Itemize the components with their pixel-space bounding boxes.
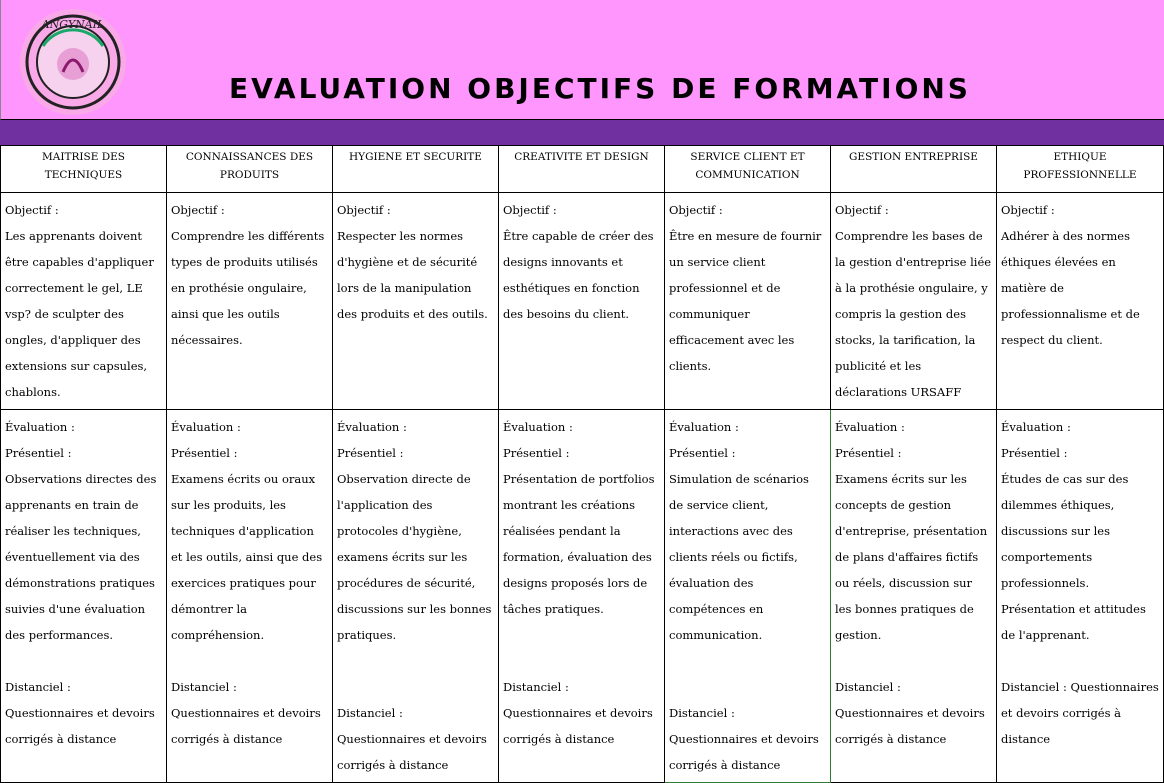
evaluation-label: Évaluation : (171, 420, 241, 434)
presentiel-label: Présentiel : (1001, 446, 1068, 460)
spacer (171, 648, 328, 674)
evaluation-cell: Évaluation : Présentiel : Présentation de … (498, 409, 665, 783)
presentiel-label: Présentiel : (503, 446, 570, 460)
evaluation-label: Évaluation : (503, 420, 573, 434)
objectif-cell: Objectif : Comprendre les différents type… (166, 192, 333, 410)
objectif-label: Objectif : (835, 203, 889, 217)
column-header: HYGIENE ET SECURITE (332, 145, 499, 193)
column-header: ETHIQUE PROFESSIONNELLE (996, 145, 1164, 193)
objectif-text: Respecter les normes d'hygiène et de séc… (337, 229, 488, 321)
presentiel-text: Examens écrits sur les concepts de gesti… (835, 472, 988, 642)
objectif-label: Objectif : (337, 203, 391, 217)
spacer (503, 622, 660, 648)
objectif-cell: Objectif : Respecter les normes d'hygiène… (332, 192, 499, 410)
column-header: SERVICE CLIENT ET COMMUNICATION (664, 145, 831, 193)
spacer (337, 648, 494, 674)
evaluation-label: Évaluation : (835, 420, 905, 434)
column-header: CREATIVITE ET DESIGN (498, 145, 665, 193)
objectif-text: Comprendre les différents types de produ… (171, 229, 325, 347)
presentiel-label: Présentiel : (171, 446, 238, 460)
column-header: GESTION ENTREPRISE (830, 145, 997, 193)
evaluation-cell: Évaluation : Présentiel : Observations dir… (0, 409, 167, 783)
distanciel-text: Distanciel : Questionnaires et devoirs c… (835, 680, 985, 746)
objectif-text: Les apprenants doivent être capables d'a… (5, 229, 154, 399)
presentiel-text: Examens écrits ou oraux sur les produits… (171, 472, 323, 642)
objectif-cell: Objectif : Être en mesure de fournir un s… (664, 192, 831, 410)
spacer (337, 674, 494, 700)
objectif-label: Objectif : (669, 203, 723, 217)
evaluation-label: Évaluation : (337, 420, 407, 434)
evaluation-label: Évaluation : (1001, 420, 1071, 434)
objectif-text: Être capable de créer des designs innova… (503, 229, 654, 321)
evaluation-cell: Évaluation : Présentiel : Études de cas su… (996, 409, 1164, 783)
angynail-logo: ANGYNAIL (20, 9, 126, 115)
spacer (1001, 648, 1159, 674)
presentiel-text: Observation directe de l'application des… (337, 472, 492, 642)
spacer (503, 648, 660, 674)
distanciel-text: Distanciel : Questionnaires et devoirs c… (503, 680, 653, 746)
spacer (669, 674, 826, 700)
objectif-label: Objectif : (5, 203, 59, 217)
spacer (5, 648, 162, 674)
objectif-text: Adhérer à des normes éthiques élevées en… (1001, 229, 1140, 347)
presentiel-text: Études de cas sur des dilemmes éthiques,… (1001, 472, 1146, 642)
evaluation-label: Évaluation : (669, 420, 739, 434)
objectif-cell: Objectif : Adhérer à des normes éthiques … (996, 192, 1164, 410)
objectif-label: Objectif : (171, 203, 225, 217)
presentiel-text: Présentation de portfolios montrant les … (503, 472, 655, 616)
distanciel-text: Distanciel : Questionnaires et devoirs c… (5, 680, 155, 746)
presentiel-label: Présentiel : (5, 446, 72, 460)
objectif-text: Comprendre les bases de la gestion d'ent… (835, 229, 992, 399)
spacer (835, 648, 992, 674)
objectif-cell: Objectif : Comprendre les bases de la ges… (830, 192, 997, 410)
objectif-cell: Objectif : Être capable de créer des desi… (498, 192, 665, 410)
evaluation-cell: Évaluation : Présentiel : Examens écrits o… (166, 409, 333, 783)
objectif-text: Être en mesure de fournir un service cli… (669, 229, 822, 373)
objectif-label: Objectif : (1001, 203, 1055, 217)
presentiel-text: Simulation de scénarios de service clien… (669, 472, 809, 642)
evaluation-cell: Évaluation : Présentiel : Examens écrits s… (830, 409, 997, 783)
distanciel-text: Distanciel : Questionnaires et devoirs c… (1001, 680, 1159, 746)
presentiel-label: Présentiel : (337, 446, 404, 460)
objectif-label: Objectif : (503, 203, 557, 217)
svg-text:ANGYNAIL: ANGYNAIL (41, 18, 105, 31)
evaluation-table: MAITRISE DES TECHNIQUES CONNAISSANCES DES… (0, 145, 1164, 783)
page-header: ANGYNAIL EVALUATION OBJECTIFS DE FORMATI… (0, 0, 1164, 120)
presentiel-text: Observations directes des apprenants en … (5, 472, 157, 642)
purple-band (0, 120, 1164, 146)
distanciel-text: Distanciel : Questionnaires et devoirs c… (171, 680, 321, 746)
presentiel-label: Présentiel : (669, 446, 736, 460)
column-header: MAITRISE DES TECHNIQUES (0, 145, 167, 193)
evaluation-cell: Évaluation : Présentiel : Simulation de sc… (664, 409, 831, 783)
evaluation-cell: Évaluation : Présentiel : Observation dire… (332, 409, 499, 783)
presentiel-label: Présentiel : (835, 446, 902, 460)
distanciel-text: Distanciel : Questionnaires et devoirs c… (669, 706, 819, 772)
distanciel-text: Distanciel : Questionnaires et devoirs c… (337, 706, 487, 772)
evaluation-label: Évaluation : (5, 420, 75, 434)
objectif-cell: Objectif : Les apprenants doivent être ca… (0, 192, 167, 410)
column-header: CONNAISSANCES DES PRODUITS (166, 145, 333, 193)
page-title: EVALUATION OBJECTIFS DE FORMATIONS (229, 72, 971, 105)
spacer (669, 648, 826, 674)
